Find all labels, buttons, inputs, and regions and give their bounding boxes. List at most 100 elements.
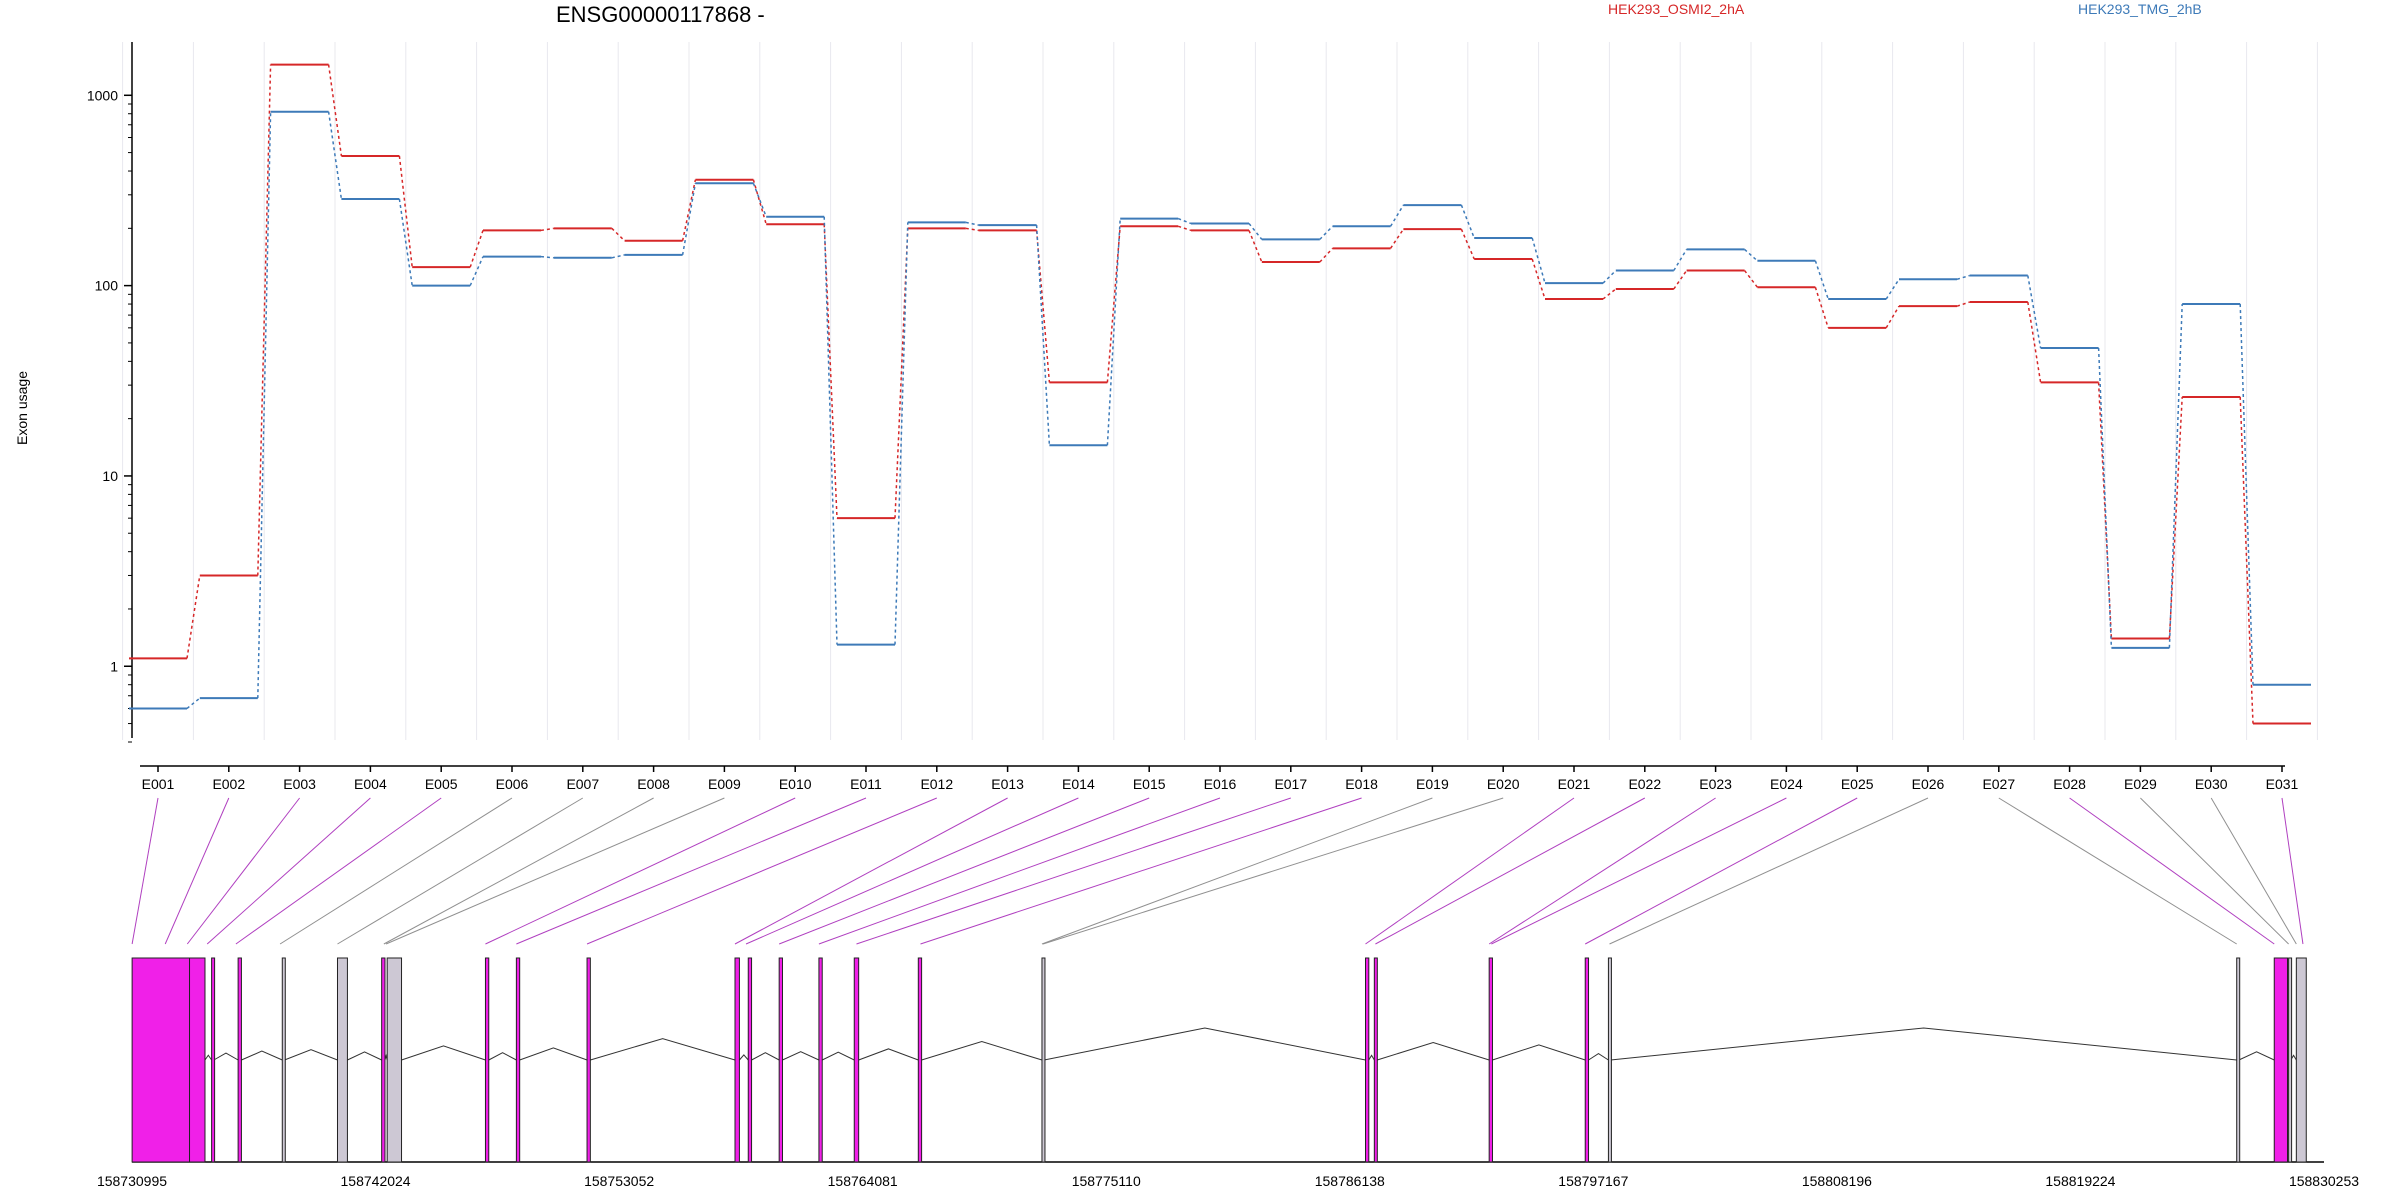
intron xyxy=(751,1052,780,1061)
x-tick-label: E001 xyxy=(142,776,175,792)
data-connector xyxy=(1531,237,1546,284)
x-tick-label: E017 xyxy=(1274,776,1307,792)
data-connector xyxy=(327,111,343,200)
exon-e026 xyxy=(2288,957,2293,1163)
data-connector xyxy=(1106,226,1121,383)
legend-entry-tmg: HEK293_TMG_2hB xyxy=(2078,1,2202,17)
data-connector xyxy=(1177,225,1192,232)
intron xyxy=(1610,1027,2237,1061)
intron xyxy=(213,1052,239,1061)
link-line xyxy=(856,797,1291,945)
link-line xyxy=(164,797,230,945)
grid-lines xyxy=(122,42,2318,740)
link-line xyxy=(1365,797,1575,945)
coordinate-label: 158753052 xyxy=(584,1173,654,1189)
series-layer xyxy=(129,63,2311,725)
data-connector xyxy=(1389,204,1405,227)
x-tick-label: E019 xyxy=(1416,776,1449,792)
data-connector xyxy=(540,255,554,259)
data-connector xyxy=(611,227,626,242)
intron xyxy=(921,1041,1043,1061)
link-line xyxy=(383,797,654,945)
exon-e001 xyxy=(131,957,191,1163)
intron xyxy=(1368,1054,1375,1061)
x-tick-label: E007 xyxy=(566,776,599,792)
link-line xyxy=(1042,797,1504,945)
x-tick-label: E010 xyxy=(779,776,812,792)
x-tick-label: E008 xyxy=(637,776,670,792)
data-connector xyxy=(186,575,201,659)
link-line xyxy=(1041,797,1433,945)
exon-e017 xyxy=(917,957,923,1163)
data-connector xyxy=(2168,396,2183,639)
data-connector xyxy=(1744,248,1758,262)
link-line xyxy=(920,797,1362,945)
x-tick-label: E018 xyxy=(1345,776,1378,792)
link-line xyxy=(778,797,1150,945)
link-line xyxy=(2281,797,2304,945)
data-connector xyxy=(1106,218,1121,446)
y-tick-label: 1000 xyxy=(87,87,118,103)
data-connector xyxy=(823,216,838,645)
exon-e024 xyxy=(2236,957,2241,1163)
link-line xyxy=(279,797,513,945)
data-connector xyxy=(965,221,979,226)
data-connector xyxy=(1035,225,1051,446)
exon-e021 xyxy=(1488,957,1493,1163)
intron xyxy=(347,1051,382,1061)
intron xyxy=(519,1047,588,1061)
y-axis-label: Exon usage xyxy=(14,371,30,445)
data-connector xyxy=(1673,270,1688,290)
data-connector xyxy=(540,227,554,232)
link-line xyxy=(1998,797,2237,945)
link-line xyxy=(206,797,371,945)
x-tick-label: E014 xyxy=(1062,776,1095,792)
coordinate-label: 158730995 xyxy=(97,1173,167,1189)
intron xyxy=(488,1052,517,1061)
data-connector xyxy=(1956,301,1971,307)
coordinate-label: 158764081 xyxy=(828,1173,898,1189)
x-tick-label: E021 xyxy=(1558,776,1591,792)
link-line xyxy=(1584,797,1858,945)
link-line xyxy=(745,797,1079,945)
intron xyxy=(1588,1053,1609,1061)
data-connector xyxy=(469,256,484,286)
intron xyxy=(782,1051,820,1061)
data-connector xyxy=(1602,270,1617,284)
x-tick-label: E027 xyxy=(1982,776,2015,792)
intron xyxy=(858,1048,919,1061)
coordinate-label: 158775110 xyxy=(1072,1173,1141,1189)
x-tick-label: E004 xyxy=(354,776,387,792)
data-connector xyxy=(752,179,767,225)
x-tick-label: E031 xyxy=(2266,776,2299,792)
x-tick-label: E009 xyxy=(708,776,741,792)
link-line xyxy=(2210,797,2297,945)
link-line xyxy=(818,797,1221,945)
gene-model: 158730995 158742024 158753052 158764081 1587… xyxy=(97,957,2359,1189)
x-tick-label: E022 xyxy=(1628,776,1661,792)
exon-e008 xyxy=(386,957,403,1163)
coordinate-label: 158786138 xyxy=(1315,1173,1385,1189)
exon-e003 xyxy=(211,957,216,1163)
exon-e019 xyxy=(1364,957,1370,1163)
axes: 1 10 100 1000 xyxy=(87,42,2285,772)
link-line xyxy=(337,797,584,945)
data-connector xyxy=(1673,249,1688,271)
x-tick-label: E023 xyxy=(1699,776,1732,792)
data-connector xyxy=(398,198,413,286)
exon-e022 xyxy=(1584,957,1590,1163)
coordinate-label: 158819224 xyxy=(2045,1173,2115,1189)
data-connector xyxy=(2239,396,2254,724)
x-tick-labels: E001 E002 E003 E004 E005 E006 E007 E008 E009 E010… xyxy=(142,776,2299,792)
data-connector xyxy=(1814,260,1829,300)
intron xyxy=(822,1051,855,1061)
exon-e013 xyxy=(747,957,753,1163)
intron xyxy=(1377,1042,1490,1061)
data-connector xyxy=(1177,217,1192,225)
data-connector xyxy=(681,183,697,256)
data-connector xyxy=(1885,305,1900,329)
data-connector xyxy=(1814,287,1829,329)
exon-e005 xyxy=(281,957,286,1163)
link-line xyxy=(235,797,442,945)
link-line xyxy=(1491,797,1787,945)
